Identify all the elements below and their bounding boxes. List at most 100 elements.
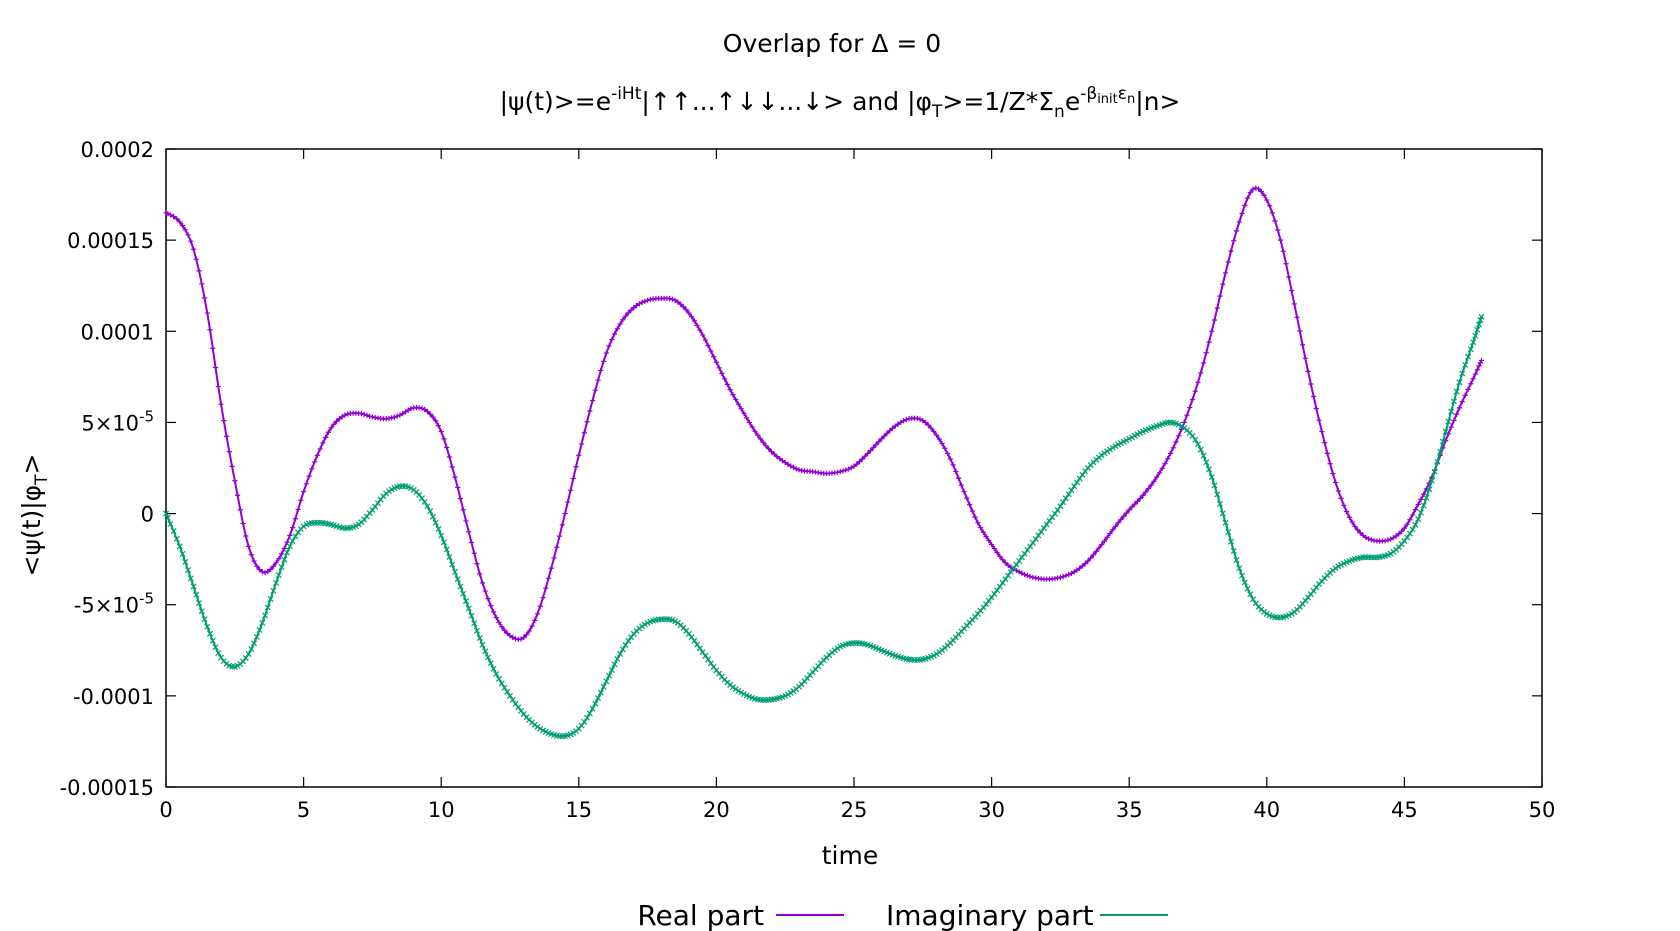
point-imaginary: [1002, 576, 1009, 583]
point-imaginary: [484, 654, 492, 661]
y-tick-label-base: -0.0001: [73, 685, 154, 709]
point-imaginary: [446, 553, 453, 560]
point-imaginary: [471, 620, 478, 627]
point-real: [768, 448, 775, 455]
point-real: [221, 418, 227, 424]
point-real: [573, 464, 579, 470]
point-real: [1313, 405, 1319, 412]
point-real: [402, 409, 409, 415]
point-real: [1005, 562, 1011, 568]
point-real: [545, 575, 552, 581]
point-real: [554, 544, 560, 550]
point-real: [424, 408, 431, 415]
subtitle-eps: ε: [1118, 84, 1127, 104]
point-imaginary: [1029, 539, 1036, 546]
point-imaginary: [787, 689, 794, 696]
point-imaginary: [1192, 436, 1199, 443]
point-real: [210, 345, 216, 351]
point-real: [1415, 501, 1421, 508]
point-real: [1156, 470, 1163, 476]
point-real: [1476, 363, 1482, 369]
point-real: [1368, 537, 1374, 543]
point-real: [1261, 192, 1267, 198]
point-real: [678, 301, 684, 307]
point-imaginary: [204, 623, 211, 630]
point-imaginary: [259, 619, 266, 626]
point-imaginary: [1445, 418, 1452, 425]
point-real: [1000, 557, 1006, 563]
point-real: [1066, 572, 1072, 578]
point-imaginary: [490, 665, 497, 672]
point-imaginary: [479, 641, 486, 648]
point-real: [691, 318, 697, 324]
point-real: [548, 565, 554, 571]
point-real: [317, 446, 323, 452]
point-real: [170, 213, 177, 220]
y-tick-label: 0.0002: [81, 138, 154, 162]
point-real: [245, 543, 252, 549]
point-real: [1140, 492, 1146, 498]
point-real: [556, 533, 563, 539]
point-imaginary: [1054, 507, 1061, 514]
point-real: [711, 354, 717, 360]
point-real: [1291, 301, 1297, 307]
point-real: [1093, 548, 1099, 555]
point-real: [760, 439, 766, 446]
point-imaginary: [1035, 532, 1042, 539]
point-imaginary: [495, 675, 503, 682]
point-imaginary: [173, 535, 180, 542]
point-real: [1272, 218, 1278, 224]
point-real: [1228, 248, 1234, 254]
point-real: [697, 327, 703, 333]
point-imaginary: [1230, 548, 1237, 555]
point-imaginary: [187, 575, 194, 582]
point-real: [903, 416, 909, 423]
point-real: [1099, 541, 1105, 548]
point-imaginary: [1197, 446, 1204, 453]
point-real: [1082, 560, 1088, 567]
point-imaginary: [614, 655, 621, 662]
point-real: [1297, 328, 1303, 334]
point-imaginary: [512, 700, 519, 707]
point-real: [188, 238, 194, 244]
point-real: [933, 432, 940, 438]
point-imaginary: [1010, 565, 1017, 572]
point-real: [419, 405, 425, 411]
y-axis-label-pre: <ψ(t)|φ: [17, 485, 46, 577]
point-imaginary: [1225, 529, 1232, 536]
y-tick-label-base: -5×10: [74, 594, 139, 618]
point-imaginary: [284, 549, 291, 556]
point-imaginary: [584, 714, 591, 721]
point-real: [1401, 525, 1407, 531]
point-real: [914, 415, 920, 422]
point-real: [1341, 502, 1347, 508]
point-real: [1344, 509, 1350, 515]
point-real: [490, 609, 497, 615]
point-imaginary: [251, 640, 258, 647]
point-real: [708, 348, 714, 354]
point-imaginary: [1462, 361, 1469, 368]
point-real: [876, 439, 882, 445]
point-imaginary: [300, 523, 307, 530]
point-real: [193, 256, 199, 262]
point-real: [179, 223, 186, 229]
point-real: [1333, 479, 1339, 486]
point-real: [845, 466, 852, 472]
point-real: [1027, 573, 1033, 580]
point-real: [259, 569, 265, 575]
point-real: [947, 456, 953, 462]
point-real: [898, 419, 904, 425]
point-real: [1316, 417, 1322, 423]
point-imaginary: [493, 670, 500, 678]
point-imaginary: [1189, 433, 1196, 440]
point-real: [1465, 386, 1471, 392]
point-imaginary: [429, 513, 436, 520]
point-real: [603, 350, 609, 356]
point-imaginary: [1027, 543, 1034, 550]
subtitle-phi-mid: >=1/Z*Σ: [942, 87, 1054, 116]
point-real: [501, 627, 508, 633]
point-real: [1454, 411, 1460, 417]
point-imaginary: [1442, 428, 1449, 435]
point-real: [1357, 530, 1363, 536]
point-real: [1159, 465, 1165, 471]
